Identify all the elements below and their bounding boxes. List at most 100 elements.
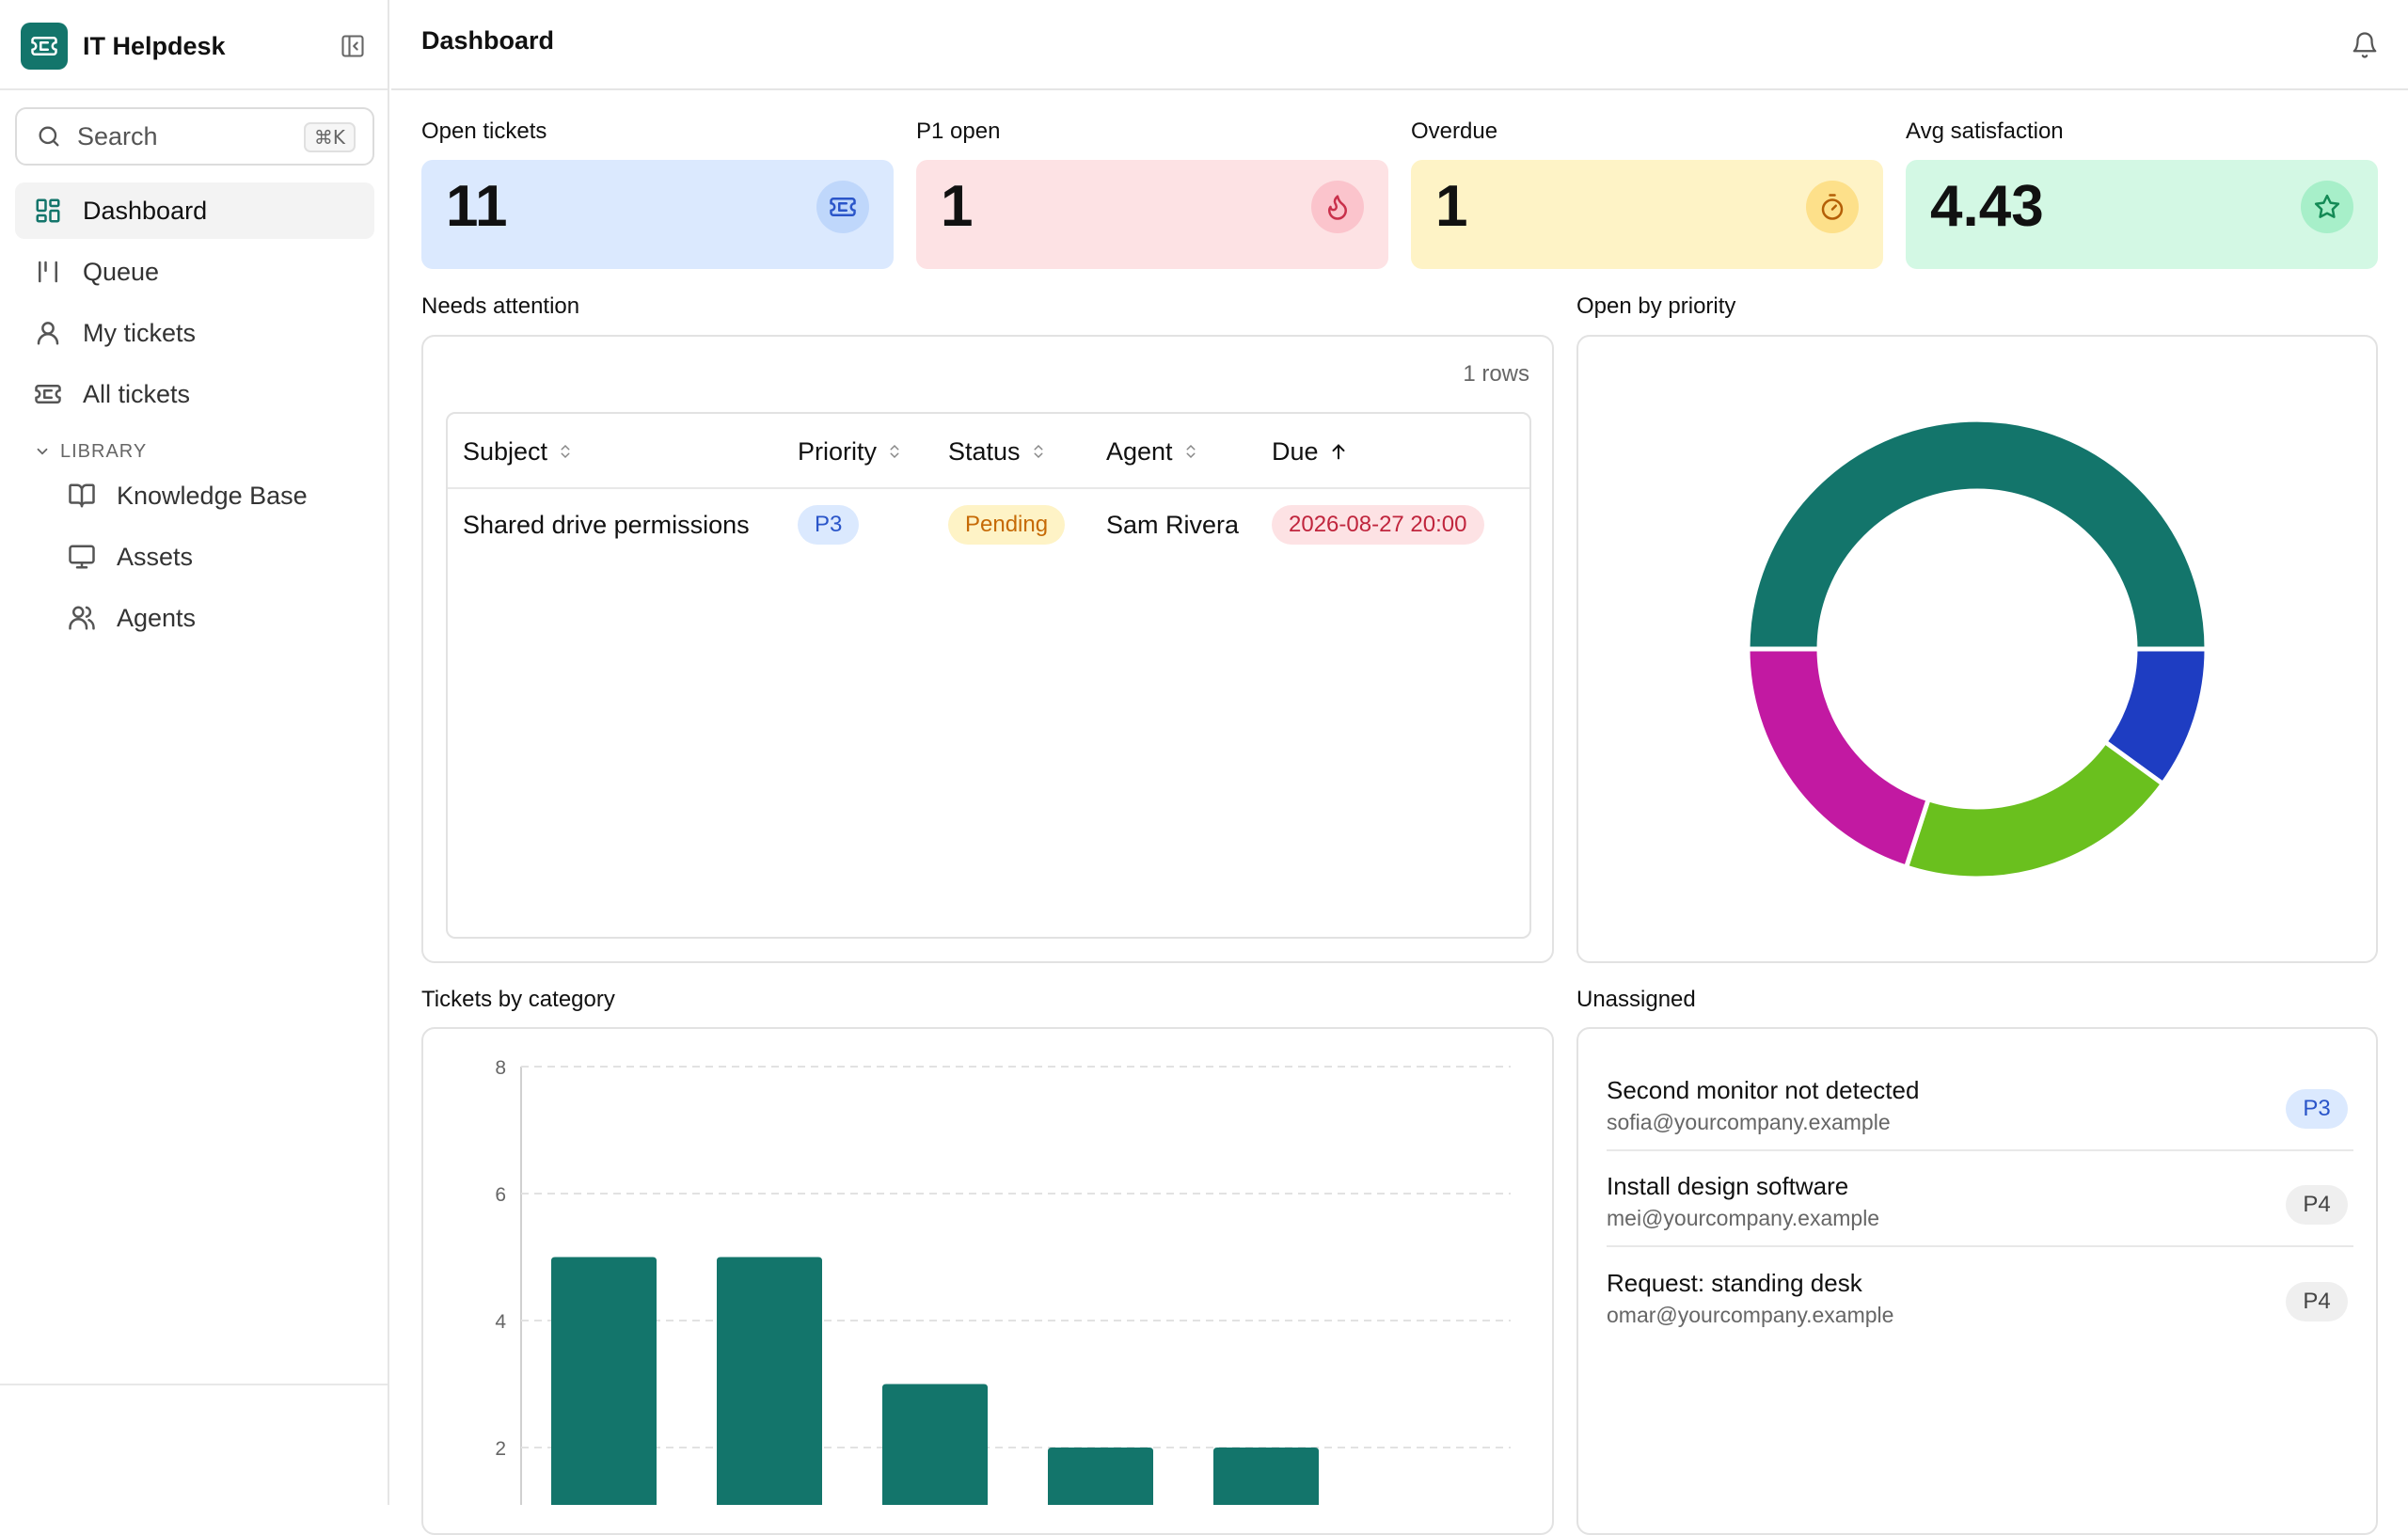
search-placeholder: Search (77, 121, 158, 150)
search-shortcut-badge: ⌘K (303, 122, 356, 152)
category-bar-chart: 8 6 4 2 (495, 1057, 1511, 1506)
rows-count: 1 rows (1463, 361, 1529, 387)
sidebar-item-knowledge-base[interactable]: Knowledge Base (15, 467, 374, 524)
search-icon (39, 126, 59, 147)
stat-card: 11 (421, 160, 894, 269)
stat-title: Avg satisfaction (1906, 119, 2064, 144)
requester-email: mei@yourcompany.example (1607, 1206, 1880, 1230)
stat-card: 1 (1411, 160, 1883, 269)
monitor-icon (69, 545, 95, 569)
app-logo-icon (21, 23, 68, 70)
tickets-by-category-panel: 8 6 4 2 (421, 1027, 1554, 1535)
sidebar-item-my-tickets[interactable]: My tickets (15, 305, 374, 361)
column-header-agent[interactable]: Agent (1106, 414, 1199, 489)
stat-p1-open: P1 open 1 (916, 119, 1388, 269)
y-tick-label: 8 (495, 1057, 506, 1079)
sidebar-section-library[interactable]: LIBRARY (15, 435, 374, 467)
y-tick-label: 2 (495, 1438, 506, 1460)
sidebar-item-dashboard[interactable]: Dashboard (15, 182, 374, 239)
app-name: IT Helpdesk (83, 31, 226, 60)
column-header-status[interactable]: Status (948, 414, 1047, 489)
stat-open-tickets: Open tickets 11 (421, 119, 894, 269)
y-tick-label: 4 (495, 1311, 506, 1333)
sidebar-item-label: Dashboard (83, 196, 208, 225)
tickets-table: Subject Priority Status Agent Due Shared… (446, 412, 1531, 939)
ticket-icon (35, 385, 61, 404)
status-badge: Pending (948, 505, 1066, 545)
dashboard-icon (36, 198, 60, 223)
cell-due: 2026-08-27 20:00 (1272, 489, 1484, 561)
notifications-button[interactable] (2346, 26, 2384, 64)
search-input[interactable]: Search ⌘K (15, 107, 374, 166)
ticket-title: Request: standing desk (1607, 1269, 1862, 1297)
priority-donut-chart (1745, 417, 2210, 881)
page-title: Dashboard (421, 26, 555, 55)
stat-icon-badge (816, 181, 869, 233)
sidebar-item-all-tickets[interactable]: All tickets (15, 366, 374, 422)
open-by-priority-panel (1576, 335, 2378, 963)
chevron-down-icon (37, 448, 48, 455)
priority-badge: P3 (2286, 1089, 2348, 1129)
column-label: Subject (463, 436, 548, 466)
bar-1[interactable] (717, 1257, 822, 1506)
cell-priority: P3 (798, 489, 860, 561)
donut-slice-0[interactable] (1745, 417, 2210, 652)
priority-badge: P3 (798, 505, 860, 545)
sidebar-item-assets[interactable]: Assets (15, 529, 374, 585)
needs-attention-panel: 1 rows Subject Priority Status Agent Due (421, 335, 1554, 963)
bar-4[interactable] (1213, 1448, 1319, 1505)
timer-icon (1821, 194, 1844, 220)
column-header-subject[interactable]: Subject (463, 414, 574, 489)
list-item[interactable]: Request: standing desk omar@yourcompany.… (1607, 1256, 2353, 1352)
queue-icon (39, 261, 57, 283)
stat-value: 11 (446, 174, 508, 239)
sidebar-item-agents[interactable]: Agents (15, 590, 374, 646)
cell-status: Pending (948, 489, 1066, 561)
column-header-due[interactable]: Due (1272, 414, 1349, 489)
column-label: Priority (798, 436, 878, 466)
sort-icon (561, 444, 570, 459)
column-label: Agent (1106, 436, 1173, 466)
sort-icon (1034, 444, 1043, 459)
stat-value: 1 (1435, 174, 1468, 239)
column-label: Status (948, 436, 1021, 466)
donut-slice-2[interactable] (1903, 738, 2166, 881)
sidebar-section-label: LIBRARY (60, 440, 148, 462)
sidebar-toggle-icon (341, 35, 364, 57)
requester-email: omar@yourcompany.example (1607, 1303, 1894, 1327)
list-item[interactable]: Install design software mei@yourcompany.… (1607, 1159, 2353, 1255)
stat-icon-badge (1806, 181, 1859, 233)
priority-badge: P4 (2286, 1282, 2348, 1321)
star-icon (2314, 194, 2340, 218)
unassigned-title: Unassigned (1576, 987, 1696, 1012)
sidebar-item-label: Agents (117, 603, 197, 632)
bar-3[interactable] (1048, 1448, 1153, 1505)
priority-badge: P4 (2286, 1185, 2348, 1225)
users-icon (69, 606, 95, 630)
stat-value: 1 (941, 174, 974, 239)
table-header: Subject Priority Status Agent Due (448, 414, 1529, 489)
cell-subject: Shared drive permissions (463, 510, 750, 539)
brand: IT Helpdesk (21, 23, 369, 70)
sidebar-item-label: Queue (83, 257, 160, 286)
list-item[interactable]: Second monitor not detected sofia@yourco… (1607, 1063, 2353, 1159)
sidebar-item-label: Assets (117, 542, 194, 571)
donut-slice-3[interactable] (1745, 646, 1932, 871)
top-bar: Dashboard (391, 0, 2408, 90)
stat-value: 4.43 (1930, 174, 2044, 239)
column-header-priority[interactable]: Priority (798, 414, 903, 489)
bar-2[interactable] (882, 1384, 988, 1506)
bar-0[interactable] (551, 1257, 657, 1506)
sidebar-item-queue[interactable]: Queue (15, 244, 374, 300)
open-by-priority-title: Open by priority (1576, 293, 1736, 319)
y-tick-label: 6 (495, 1184, 506, 1206)
collapse-sidebar-button[interactable] (337, 30, 369, 62)
book-icon (69, 483, 95, 508)
divider (0, 88, 388, 90)
unassigned-panel: Second monitor not detected sofia@yourco… (1576, 1027, 2378, 1535)
tickets-by-category-title: Tickets by category (421, 987, 615, 1012)
stat-icon-badge (2301, 181, 2353, 233)
sidebar-item-label: My tickets (83, 318, 197, 347)
divider (1607, 1149, 2353, 1151)
stat-icon-badge (1311, 181, 1364, 233)
